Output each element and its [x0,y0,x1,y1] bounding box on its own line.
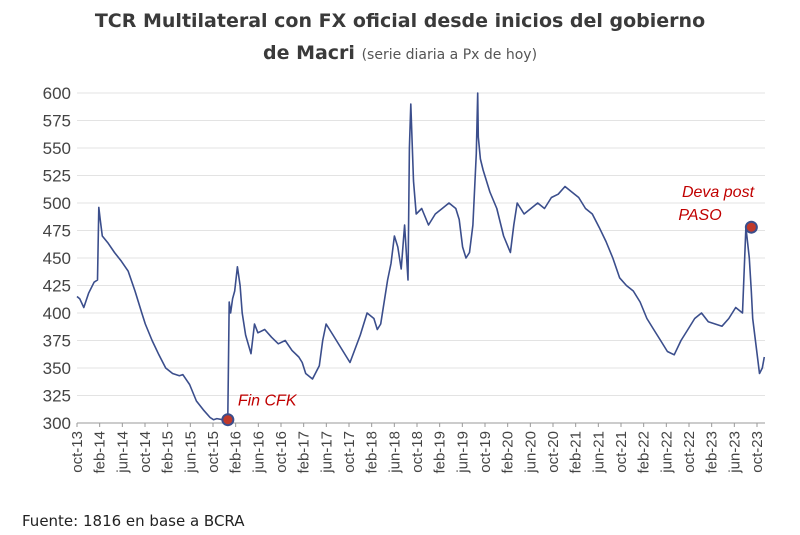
x-tick-label: jun-16 [250,431,267,474]
x-tick-label: feb-15 [160,431,177,474]
annotation-marker-fin-cfk [221,413,235,427]
y-tick-label: 575 [43,112,71,131]
x-tick-label: oct-23 [749,431,766,473]
x-tick-label: jun-18 [386,431,403,474]
y-tick-label: 450 [43,249,71,268]
y-tick-label: 400 [43,304,71,323]
line-chart: 300325350375400425450475500525550575600 … [43,84,766,474]
x-tick-label: oct-14 [137,431,154,473]
x-tick-label: jun-21 [590,431,607,474]
x-tick-label: feb-23 [704,431,721,474]
x-tick-label: jun-23 [726,431,743,474]
annotation-label-deva-line2: PASO [678,207,721,224]
x-tick-label: feb-17 [296,431,313,474]
y-tick-label: 500 [43,194,71,213]
x-tick-label: oct-15 [205,431,222,473]
x-tick-label: jun-17 [318,431,335,474]
y-tick-label: 375 [43,332,71,351]
y-axis: 300 325 350 375 400 425 450 475 500 525 550 575 600 [43,84,71,433]
x-tick-label: feb-19 [432,431,449,474]
y-tick-label: 475 [43,222,71,241]
x-tick-label: feb-20 [500,431,517,474]
y-tick-label: 600 [43,84,71,103]
x-tick-label: oct-22 [681,431,698,473]
x-tick-label: feb-22 [636,431,653,474]
y-tick-label: 425 [43,277,71,296]
x-tick-label: oct-17 [341,431,358,473]
x-tick-label: oct-19 [477,431,494,473]
annotations: Fin CFK Deva post PASO [221,184,758,427]
x-tick-label: oct-13 [69,431,86,473]
x-tick-label: oct-21 [613,431,630,473]
x-tick-label: feb-21 [568,431,585,474]
source-note: Fuente: 1816 en base a BCRA [22,512,245,530]
x-tick-label: jun-20 [522,431,539,474]
x-tick-label: oct-16 [273,431,290,473]
chart-subtitle: (serie diaria a Px de hoy) [361,47,538,63]
x-tick-label: oct-18 [409,431,426,473]
y-tick-label: 325 [43,387,71,406]
x-axis: oct-13 feb-14 jun-14 oct-14 feb-15 jun-15 oct-… [69,422,766,474]
annotation-label-deva-line1: Deva post [682,184,755,201]
y-tick-label: 525 [43,167,71,186]
chart-title-line2: de Macri (serie diaria a Px de hoy) [0,42,800,64]
x-tick-label: feb-14 [92,431,109,474]
x-tick-label: jun-15 [182,431,199,474]
chart-title-main: de Macri [262,42,355,64]
x-tick-label: jun-22 [658,431,675,474]
y-tick-label: 350 [43,359,71,378]
x-tick-label: feb-16 [228,431,245,474]
x-tick-label: jun-19 [454,431,471,474]
annotation-label-fin-cfk: Fin CFK [238,393,298,410]
x-tick-label: feb-18 [364,431,381,474]
y-tick-label: 550 [43,139,71,158]
series-layer [76,92,766,422]
y-tick-label: 300 [43,414,71,433]
x-tick-label: jun-14 [114,431,131,474]
annotation-marker-deva-paso [744,220,758,234]
x-tick-label: oct-20 [545,431,562,473]
chart-title-line1: TCR Multilateral con FX oficial desde in… [94,10,706,32]
gridlines [77,92,765,424]
series-line [76,92,766,422]
